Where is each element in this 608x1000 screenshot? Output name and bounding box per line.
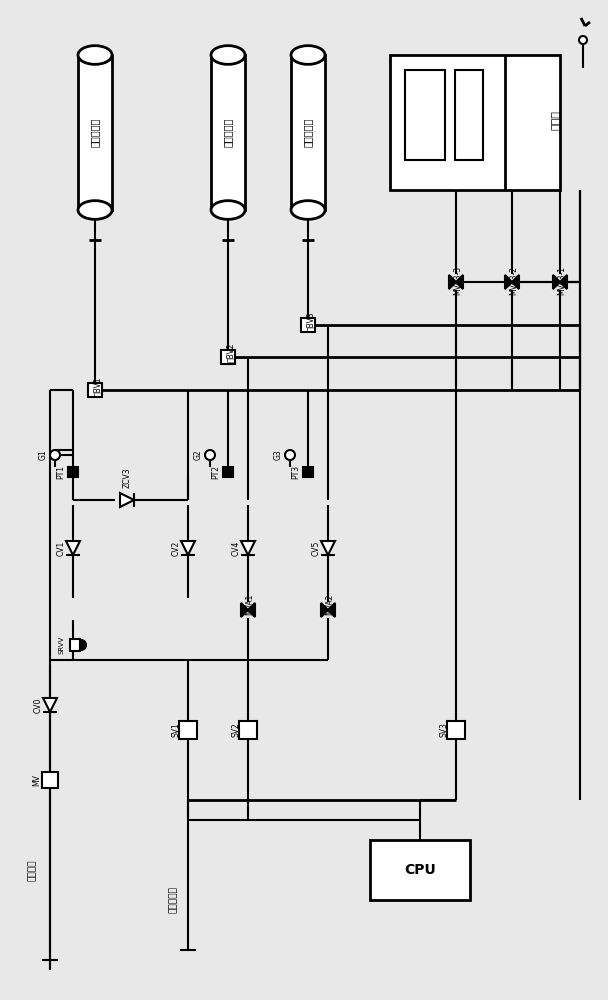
Circle shape	[76, 640, 86, 650]
Text: PT1: PT1	[57, 465, 66, 479]
Text: SV1: SV1	[171, 723, 181, 737]
Polygon shape	[456, 275, 463, 289]
Bar	[211, 55, 245, 210]
Text: G3: G3	[274, 450, 283, 460]
Polygon shape	[553, 275, 560, 289]
Polygon shape	[321, 541, 335, 555]
Text: 售气机: 售气机	[552, 110, 562, 130]
Text: SV3: SV3	[440, 723, 449, 737]
Bar	[447, 721, 465, 739]
Circle shape	[579, 36, 587, 44]
Bar	[370, 840, 470, 900]
Text: 装BV2: 装BV2	[226, 343, 235, 362]
Ellipse shape	[78, 46, 112, 64]
Bar	[68, 467, 78, 477]
Bar	[303, 467, 313, 477]
Bar	[221, 350, 235, 364]
Text: CV0: CV0	[33, 697, 43, 713]
Bar	[179, 721, 197, 739]
Polygon shape	[43, 698, 57, 712]
Text: CV2: CV2	[171, 540, 181, 556]
Ellipse shape	[291, 201, 325, 219]
Ellipse shape	[78, 201, 112, 219]
Text: CV4: CV4	[232, 540, 241, 556]
Text: 装BV1: 装BV1	[92, 376, 102, 395]
Text: MVA1: MVA1	[246, 594, 255, 615]
Polygon shape	[321, 603, 328, 617]
Ellipse shape	[211, 46, 245, 64]
Polygon shape	[449, 275, 456, 289]
Polygon shape	[328, 603, 335, 617]
Text: 低压储气罐: 低压储气罐	[303, 118, 313, 147]
Polygon shape	[241, 541, 255, 555]
Text: PT3: PT3	[291, 465, 300, 479]
Ellipse shape	[211, 201, 245, 219]
Text: MVA3-3: MVA3-3	[454, 266, 463, 295]
Text: 装BV3: 装BV3	[305, 311, 314, 331]
Polygon shape	[248, 603, 255, 617]
Text: MVA3-2: MVA3-2	[510, 266, 519, 295]
Text: PT2: PT2	[212, 465, 221, 479]
Polygon shape	[241, 603, 248, 617]
Bar	[70, 639, 80, 651]
Bar	[239, 721, 257, 739]
Polygon shape	[66, 541, 80, 555]
Text: SV2: SV2	[232, 723, 241, 737]
Circle shape	[205, 450, 215, 460]
Circle shape	[50, 450, 60, 460]
Text: 供气管路: 供气管路	[27, 859, 36, 881]
Text: MV: MV	[32, 774, 41, 786]
Bar	[455, 70, 483, 160]
Text: 高压储气罐: 高压储气罐	[90, 118, 100, 147]
Polygon shape	[560, 275, 567, 289]
Polygon shape	[505, 275, 512, 289]
Text: MVA3-1: MVA3-1	[558, 266, 567, 295]
Circle shape	[285, 450, 295, 460]
Text: SRVV: SRVV	[58, 636, 64, 654]
Text: CPU: CPU	[404, 863, 436, 877]
Text: 仪表气管路: 仪表气管路	[168, 887, 178, 913]
Text: G1: G1	[38, 450, 47, 460]
Bar	[301, 318, 315, 332]
Text: G2: G2	[193, 450, 202, 460]
Bar	[88, 383, 102, 397]
Polygon shape	[120, 493, 134, 507]
Text: MVA2: MVA2	[325, 594, 334, 615]
Bar	[42, 772, 58, 788]
Text: 中压储气罐: 中压储气罐	[223, 118, 233, 147]
Bar	[405, 70, 445, 160]
Text: CV5: CV5	[311, 540, 320, 556]
Bar	[78, 55, 112, 210]
Polygon shape	[181, 541, 195, 555]
Ellipse shape	[291, 46, 325, 64]
Text: CV1: CV1	[57, 540, 66, 556]
Bar	[291, 55, 325, 210]
Bar	[390, 55, 560, 190]
Polygon shape	[512, 275, 519, 289]
Text: ZCV3: ZCV3	[122, 467, 131, 488]
Bar	[223, 467, 233, 477]
